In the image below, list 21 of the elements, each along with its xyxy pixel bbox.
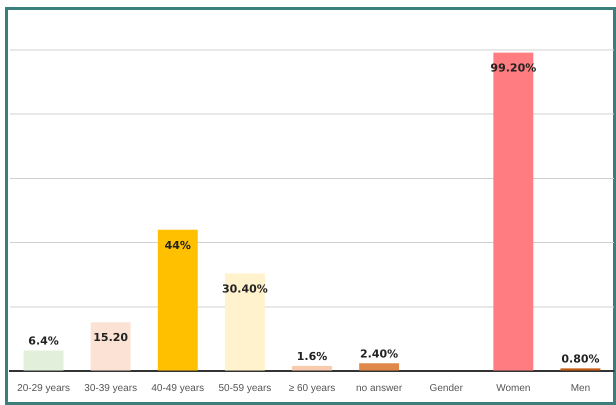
- x-tick-label: Gender: [430, 382, 464, 394]
- bar: [359, 363, 400, 370]
- bar: [90, 322, 131, 370]
- bar: [292, 366, 332, 370]
- data-label: 44%: [164, 238, 191, 252]
- data-label: 6.4%: [28, 334, 59, 348]
- data-label: 15.20: [93, 331, 128, 344]
- data-label: 2.40%: [360, 347, 398, 360]
- bar: [24, 350, 64, 370]
- x-tick-label: 20-29 years: [17, 382, 70, 394]
- x-tick-label: Women: [496, 382, 530, 394]
- data-label: 1.6%: [296, 350, 328, 363]
- x-tick-label: ≥ 60 years: [288, 382, 336, 394]
- bar: [158, 230, 198, 370]
- data-label: 0.80%: [561, 352, 600, 366]
- data-label: 30.40%: [222, 282, 268, 296]
- x-tick-label: 30-39 years: [84, 382, 138, 394]
- x-tick-label: Men: [570, 382, 590, 394]
- x-tick-label: no answer: [356, 382, 403, 394]
- x-tick-label: 40-49 years: [151, 382, 204, 394]
- x-tick-label: 50-59 years: [218, 382, 272, 394]
